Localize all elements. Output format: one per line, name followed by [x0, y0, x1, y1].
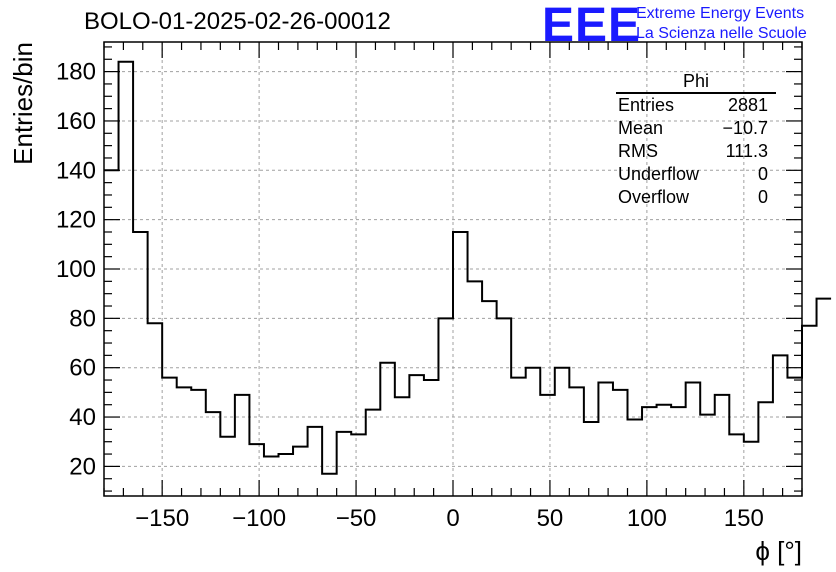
- histogram-bin: [802, 326, 817, 496]
- y-tick-label: 160: [56, 108, 96, 135]
- stats-label: Mean: [618, 118, 664, 138]
- x-tick-label: −150: [135, 505, 189, 532]
- stats-row-overflow: Overflow 0: [610, 186, 780, 209]
- stats-row-underflow: Underflow 0: [610, 163, 780, 186]
- histogram-bin: [482, 301, 497, 496]
- histogram-bin: [598, 383, 613, 497]
- histogram-bin: [133, 232, 148, 496]
- y-tick-label: 180: [56, 59, 96, 86]
- stats-value: 0: [757, 187, 768, 207]
- histogram-bin: [177, 387, 192, 496]
- x-tick-label: −50: [336, 505, 377, 532]
- y-axis-label: Entries/bin: [8, 42, 38, 165]
- chart-title: BOLO-01-2025-02-26-00012: [84, 8, 391, 35]
- histogram-bin: [380, 363, 395, 496]
- histogram-bin: [511, 378, 526, 496]
- histogram-bin: [628, 420, 643, 496]
- stats-value: −10.7: [722, 118, 768, 138]
- y-tick-label: 40: [69, 404, 96, 431]
- histogram-bin: [540, 395, 555, 496]
- histogram-bin: [773, 355, 788, 496]
- logo-caption-line2: La Scienza nelle Scuole: [636, 25, 807, 42]
- y-tick-label: 100: [56, 256, 96, 283]
- stats-value: 111.3: [725, 141, 768, 161]
- stats-label: RMS: [618, 141, 658, 161]
- histogram-bin: [366, 410, 381, 496]
- histogram-bin: [686, 383, 701, 497]
- histogram-bin: [453, 232, 468, 496]
- histogram-bin: [700, 415, 715, 496]
- histogram-bin: [584, 422, 599, 496]
- histogram-bin: [220, 437, 235, 496]
- histogram-line: [104, 60, 832, 475]
- histogram-bin: [119, 62, 134, 496]
- histogram-bin: [569, 387, 584, 496]
- histogram-bin: [424, 380, 439, 496]
- histogram-bin: [642, 407, 657, 496]
- logo-caption: Extreme Energy Events La Scienza nelle S…: [636, 4, 807, 44]
- histogram-bin: [235, 395, 250, 496]
- histogram-bin: [468, 281, 483, 496]
- x-tick-label: 150: [724, 505, 764, 532]
- stats-box: Phi Entries 2881 Mean −10.7 RMS 111.3 Un…: [610, 70, 780, 209]
- x-tick-label: 50: [537, 505, 564, 532]
- stats-row-entries: Entries 2881: [610, 94, 780, 117]
- y-tick-label: 80: [69, 305, 96, 332]
- histogram-bin: [671, 407, 686, 496]
- histogram-bin: [657, 405, 672, 496]
- histogram-bin: [555, 368, 570, 496]
- stats-row-rms: RMS 111.3: [610, 140, 780, 163]
- x-tick-label: 100: [627, 505, 667, 532]
- histogram-bin: [715, 395, 730, 496]
- histogram-bin: [206, 412, 221, 496]
- histogram-bin: [613, 390, 628, 496]
- histogram-bin: [438, 318, 453, 496]
- histogram-bin: [308, 427, 323, 496]
- histogram-bin: [337, 432, 352, 496]
- y-tick-label: 140: [56, 157, 96, 184]
- histogram-bin: [148, 323, 163, 496]
- histogram-bin: [322, 474, 337, 496]
- histogram-bin: [729, 434, 744, 496]
- histogram-bin: [104, 170, 119, 496]
- histogram-bin: [744, 442, 759, 496]
- histogram-bin: [526, 368, 541, 496]
- x-axis-label: ϕ [°]: [755, 536, 802, 566]
- histogram-bin: [395, 397, 410, 496]
- histogram-bin: [351, 434, 366, 496]
- histogram-bin: [817, 299, 832, 496]
- y-tick-label: 20: [69, 453, 96, 480]
- histogram-bin: [249, 444, 264, 496]
- y-tick-label: 60: [69, 355, 96, 382]
- histogram-bin: [409, 375, 424, 496]
- stats-value: 0: [757, 164, 768, 184]
- histogram-bin: [264, 457, 279, 496]
- histogram-bin: [787, 378, 802, 496]
- histogram-bin: [293, 447, 308, 496]
- histogram-bin: [758, 402, 773, 496]
- histogram-bin: [497, 318, 512, 496]
- stats-label: Underflow: [618, 164, 700, 184]
- x-tick-label: 0: [446, 505, 459, 532]
- histogram-bin: [162, 378, 177, 496]
- stats-row-mean: Mean −10.7: [610, 117, 780, 140]
- y-tick-label: 120: [56, 207, 96, 234]
- stats-label: Entries: [618, 95, 675, 115]
- x-tick-label: −100: [232, 505, 286, 532]
- histogram-bin: [279, 454, 294, 496]
- histogram-bin: [191, 390, 206, 496]
- logo-caption-line1: Extreme Energy Events: [636, 5, 805, 22]
- eee-logo: EEE: [542, 0, 642, 52]
- stats-label: Overflow: [618, 187, 690, 207]
- stats-title: Phi: [616, 70, 776, 94]
- stats-value: 2881: [727, 95, 768, 115]
